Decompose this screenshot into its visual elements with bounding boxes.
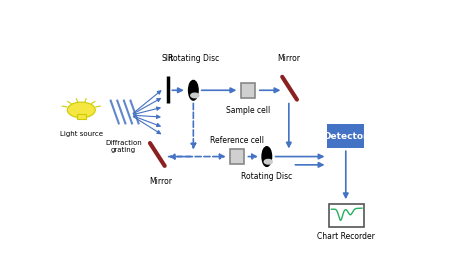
Circle shape xyxy=(191,93,199,98)
Text: Light source: Light source xyxy=(60,131,103,137)
Text: Slit: Slit xyxy=(162,54,174,63)
Circle shape xyxy=(67,102,95,118)
Bar xyxy=(328,125,364,148)
Text: Detector: Detector xyxy=(324,132,368,141)
Text: Mirror: Mirror xyxy=(277,54,301,63)
Text: Diffraction
grating: Diffraction grating xyxy=(105,140,142,153)
Bar xyxy=(77,114,86,119)
Text: Mirror: Mirror xyxy=(149,177,172,186)
Bar xyxy=(329,204,364,227)
Text: Reference cell: Reference cell xyxy=(210,136,264,145)
Text: Sample cell: Sample cell xyxy=(226,106,270,115)
Bar xyxy=(241,83,255,98)
Ellipse shape xyxy=(262,147,272,167)
Bar xyxy=(230,149,244,164)
Text: Rotating Disc: Rotating Disc xyxy=(241,172,292,181)
Ellipse shape xyxy=(189,80,198,100)
Circle shape xyxy=(264,160,272,164)
Text: Chart Recorder: Chart Recorder xyxy=(317,232,375,241)
Text: Rotating Disc: Rotating Disc xyxy=(168,54,219,63)
